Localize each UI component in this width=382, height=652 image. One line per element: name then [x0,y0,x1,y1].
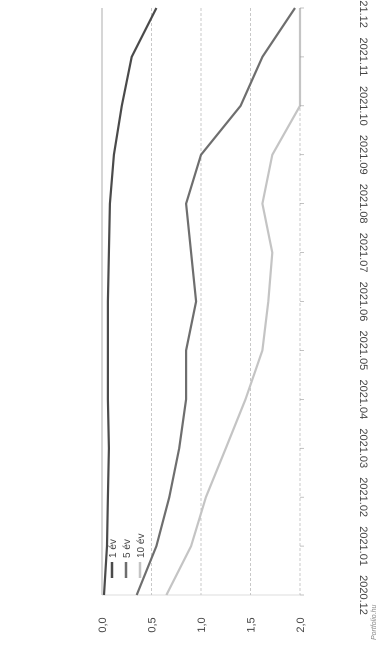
x-tick-label: 2021.05 [357,331,369,371]
y-tick-label: 0,0 [97,617,109,632]
grid-layer [101,8,301,596]
x-tick-label: 2021.10 [357,86,369,126]
x-tick-label: 2021.06 [357,282,369,322]
legend-label: 10 év [136,534,147,558]
x-tick-label: 2021.01 [357,526,369,566]
legend: 1 év 5 év 10 év [108,534,147,578]
x-tick-labels: 2020.12 2021.01 2021.02 2021.03 2021.04 2021.… [300,0,369,615]
x-tick-label: 2021.04 [357,379,369,419]
series-line [165,8,302,596]
y-tick-labels: 0,0 0,5 1,0 1,5 2,0 [97,617,307,632]
series-line [135,7,296,596]
legend-label: 5 év [122,539,133,558]
x-tick-label: 2021.03 [357,428,369,468]
y-tick-label: 1,5 [246,617,258,632]
x-tick-label: 2021.08 [357,184,369,224]
x-tick-label: 2021.11 [357,37,369,76]
x-tick-label: 2021.12 [357,0,369,28]
series-line [102,7,158,596]
x-tick-label: 2020.12 [357,575,369,615]
y-tick-label: 2,0 [295,617,307,632]
y-tick-label: 0,5 [147,617,159,632]
x-tick-label: 2021.07 [357,233,369,273]
y-tick-label: 1,0 [196,617,208,632]
series-layer [102,7,302,596]
source-label: Portfolio.hu [371,604,378,640]
x-tick-label: 2021.09 [357,135,369,175]
legend-label: 1 év [108,539,119,558]
x-tick-label: 2021.02 [357,477,369,517]
